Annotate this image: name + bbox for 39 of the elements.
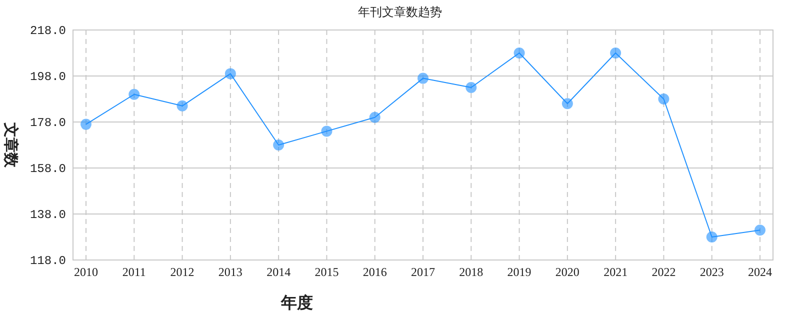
x-tick-label: 2022 — [652, 265, 676, 279]
x-tick-label: 2016 — [362, 265, 387, 279]
x-tick-label: 2013 — [218, 265, 242, 279]
point — [80, 118, 92, 130]
point — [466, 82, 477, 93]
x-tick-label: 2010 — [74, 265, 98, 279]
y-axis-title: 文章数 — [2, 122, 20, 168]
x-tick-label: 2011 — [122, 265, 146, 279]
y-tick-label: 118.0 — [30, 254, 66, 268]
point — [321, 126, 332, 137]
point — [562, 98, 573, 110]
y-tick-label: 178.0 — [30, 116, 66, 130]
y-tick-label: 218.0 — [30, 24, 66, 38]
x-tick-label: 2015 — [314, 265, 339, 279]
point — [514, 48, 525, 58]
y-tick-label: 158.0 — [30, 162, 66, 176]
point — [369, 112, 380, 123]
point — [128, 88, 140, 100]
y-tick-label: 198.0 — [30, 70, 66, 84]
x-tick-label: 2023 — [700, 265, 724, 279]
point — [176, 100, 188, 112]
x-tick-label: 2020 — [555, 265, 580, 279]
point — [706, 232, 718, 242]
point — [418, 72, 428, 84]
x-tick-label: 2018 — [459, 265, 484, 279]
y-tick-label: 138.0 — [30, 208, 66, 222]
point — [754, 224, 766, 236]
point — [658, 94, 670, 104]
x-tick-label: 2019 — [507, 265, 532, 279]
x-tick-label: 2017 — [411, 265, 435, 279]
x-tick-label: 2014 — [266, 265, 291, 279]
x-axis-title: 年度 — [280, 293, 313, 312]
point — [224, 68, 236, 80]
x-tick-label: 2021 — [604, 265, 628, 279]
point — [273, 140, 284, 150]
chart-title: 年刊文章数趋势 — [358, 5, 442, 19]
point — [610, 48, 622, 58]
x-tick-label: 2012 — [170, 265, 194, 279]
x-tick-label: 2024 — [748, 265, 772, 279]
